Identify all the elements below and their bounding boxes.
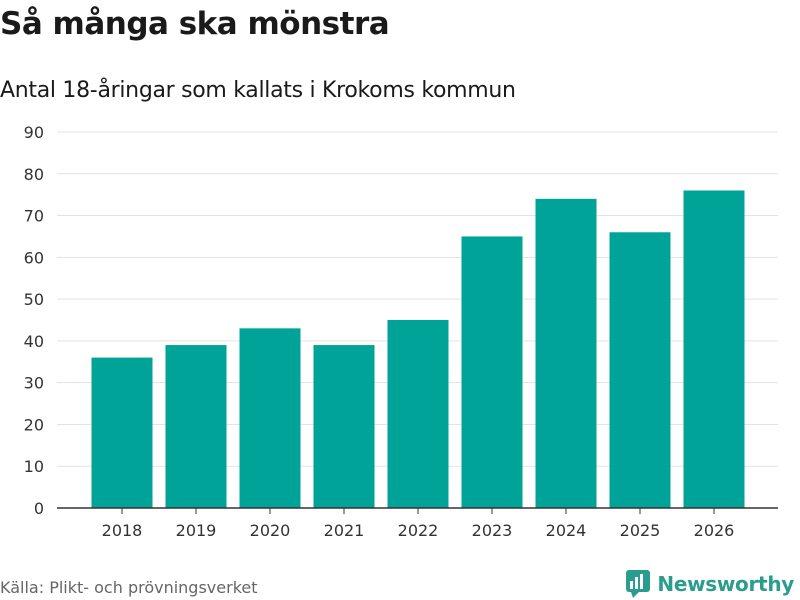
y-tick-label-30: 30: [24, 374, 44, 393]
bar-2024: [535, 198, 597, 508]
x-tick-label-2025: 2025: [620, 521, 661, 540]
brand-name: Newsworthy: [657, 572, 794, 596]
y-tick-label-90: 90: [24, 123, 44, 142]
bar-2020: [239, 328, 301, 508]
y-tick-label-0: 0: [34, 499, 44, 518]
x-tick-label-2024: 2024: [546, 521, 587, 540]
chart-subtitle: Antal 18-åringar som kallats i Krokoms k…: [0, 78, 516, 103]
x-tick-label-2021: 2021: [324, 521, 365, 540]
bar-2025: [609, 232, 671, 508]
bar-2021: [313, 345, 375, 508]
bar-2019: [165, 345, 227, 508]
chart-title: Så många ska mönstra: [0, 6, 390, 42]
bar-2022: [387, 320, 449, 508]
y-tick-label-40: 40: [24, 332, 44, 351]
source-note: Källa: Plikt- och prövningsverket: [0, 578, 258, 597]
x-tick-label-2018: 2018: [102, 521, 143, 540]
x-tick-label-2019: 2019: [176, 521, 217, 540]
y-tick-label-60: 60: [24, 248, 44, 267]
newsworthy-logo-icon: [626, 570, 651, 598]
y-tick-label-10: 10: [24, 457, 44, 476]
bar-2026: [683, 190, 745, 508]
y-tick-label-80: 80: [24, 165, 44, 184]
y-tick-label-50: 50: [24, 290, 44, 309]
x-tick-label-2023: 2023: [472, 521, 513, 540]
y-tick-label-70: 70: [24, 207, 44, 226]
x-tick-label-2020: 2020: [250, 521, 291, 540]
x-tick-label-2026: 2026: [694, 521, 735, 540]
bar-2023: [461, 236, 523, 508]
brand-logo[interactable]: Newsworthy: [625, 568, 794, 600]
bar-2018: [91, 357, 153, 508]
y-tick-label-20: 20: [24, 415, 44, 434]
x-tick-label-2022: 2022: [398, 521, 439, 540]
